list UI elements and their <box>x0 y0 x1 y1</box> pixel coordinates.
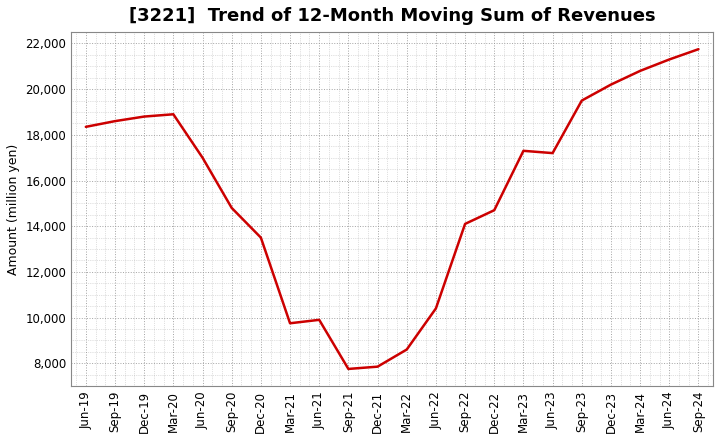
Y-axis label: Amount (million yen): Amount (million yen) <box>7 143 20 275</box>
Title: [3221]  Trend of 12-Month Moving Sum of Revenues: [3221] Trend of 12-Month Moving Sum of R… <box>129 7 655 25</box>
